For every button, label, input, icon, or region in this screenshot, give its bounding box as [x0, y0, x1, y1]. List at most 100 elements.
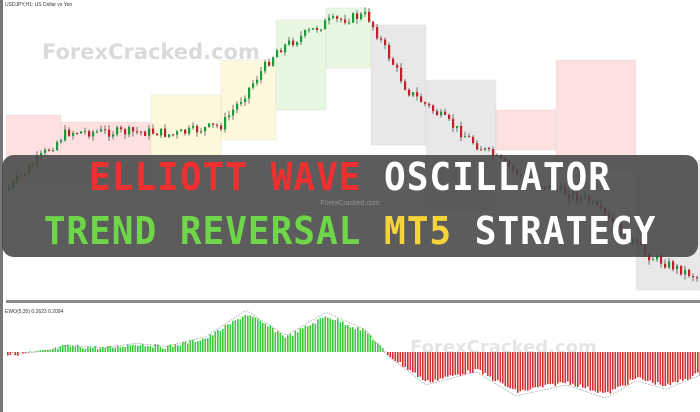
- histogram-bar: [197, 341, 199, 352]
- histogram-bar: [189, 340, 192, 352]
- histogram-bar: [502, 352, 504, 384]
- histogram-bar: [402, 352, 404, 367]
- histogram-bar: [457, 352, 459, 375]
- histogram-bar: [44, 349, 47, 352]
- histogram-bar: [434, 352, 437, 380]
- histogram-bar: [119, 347, 122, 352]
- histogram-bar: [104, 347, 107, 352]
- oscillator-pane[interactable]: [6, 303, 700, 412]
- histogram-bar: [184, 341, 187, 352]
- candle-body: [136, 131, 139, 133]
- histogram-bar: [594, 352, 597, 392]
- histogram-bar: [654, 352, 657, 385]
- candle-body: [456, 125, 459, 128]
- histogram-bar: [607, 352, 609, 392]
- pane-divider[interactable]: [6, 300, 700, 303]
- histogram-bar: [609, 352, 612, 394]
- candle-body: [128, 127, 131, 135]
- histogram-bar: [304, 325, 307, 352]
- histogram-bar: [9, 352, 12, 356]
- histogram-bar: [524, 352, 527, 391]
- histogram-bar: [544, 352, 547, 385]
- candle-body: [328, 17, 331, 21]
- histogram-bar: [622, 352, 624, 386]
- candle-body: [132, 127, 135, 132]
- candle-body: [688, 269, 691, 277]
- banner-text: ELLIOTT WAVE: [89, 155, 362, 199]
- histogram-bar: [174, 344, 177, 352]
- price-chart[interactable]: [6, 0, 700, 300]
- candle-body: [236, 103, 239, 110]
- histogram-bar: [669, 352, 672, 386]
- histogram-bar: [7, 352, 9, 356]
- histogram-bar: [14, 352, 17, 356]
- histogram-bar: [359, 330, 362, 352]
- histogram-bar: [497, 352, 499, 380]
- histogram-bar: [587, 352, 589, 387]
- histogram-bar: [547, 352, 549, 384]
- histogram-bar: [634, 352, 637, 379]
- histogram-bar: [319, 318, 322, 352]
- candle-body: [292, 40, 295, 46]
- candle-body: [364, 11, 367, 14]
- histogram-bar: [532, 352, 534, 388]
- histogram-bar: [327, 317, 329, 352]
- candle-body: [104, 129, 107, 131]
- histogram-bar: [329, 318, 332, 352]
- candle-body: [72, 133, 75, 136]
- candle-body: [88, 131, 91, 137]
- histogram-bar: [567, 352, 569, 382]
- candle-body: [412, 92, 415, 96]
- histogram-bar: [152, 347, 154, 352]
- histogram-bar: [194, 341, 197, 352]
- histogram-bar: [484, 352, 487, 373]
- indicator-header: EWO(5,35) 0.2623 0.2094: [5, 309, 64, 315]
- histogram-bar: [357, 327, 359, 352]
- candle-body: [420, 96, 423, 103]
- candle-body: [436, 111, 439, 116]
- candle-body: [316, 28, 319, 31]
- histogram-bar: [489, 352, 492, 377]
- histogram-bar: [187, 343, 189, 352]
- histogram-bar: [162, 348, 164, 352]
- histogram-bar: [29, 351, 32, 352]
- histogram-bar: [249, 315, 252, 352]
- candle-body: [188, 127, 191, 134]
- histogram-bar: [124, 347, 127, 352]
- candle-body: [48, 149, 51, 151]
- candle-body: [656, 255, 659, 260]
- histogram-bar: [59, 346, 62, 352]
- histogram-bar: [369, 335, 372, 352]
- histogram-bar: [267, 326, 269, 352]
- candle-body: [176, 131, 179, 135]
- candle-body: [144, 131, 147, 136]
- histogram-bar: [492, 352, 494, 381]
- histogram-bar: [87, 346, 89, 352]
- candle-body: [424, 102, 427, 104]
- histogram-bar: [454, 352, 457, 375]
- candle-body: [360, 13, 363, 19]
- histogram-bar: [612, 352, 614, 390]
- histogram-bar: [132, 344, 134, 352]
- candle-body: [664, 263, 667, 268]
- histogram-bar: [387, 352, 389, 356]
- candle-body: [268, 61, 271, 66]
- histogram-bar: [394, 352, 397, 361]
- histogram-bar: [177, 345, 179, 352]
- histogram-bar: [639, 352, 642, 378]
- histogram-bar: [214, 331, 217, 352]
- histogram-bar: [692, 352, 694, 376]
- histogram-bar: [79, 347, 82, 352]
- histogram-bar: [157, 344, 159, 352]
- candle-body: [68, 129, 71, 136]
- histogram-bar: [102, 346, 104, 352]
- candle-body: [212, 123, 215, 125]
- histogram-bar: [564, 352, 567, 384]
- candle-body: [220, 125, 223, 130]
- candle-body: [244, 98, 247, 102]
- histogram-bar: [469, 352, 472, 373]
- histogram-bar: [344, 325, 347, 352]
- candle-body: [484, 148, 487, 150]
- histogram-bar: [409, 352, 412, 371]
- histogram-bar: [154, 343, 157, 352]
